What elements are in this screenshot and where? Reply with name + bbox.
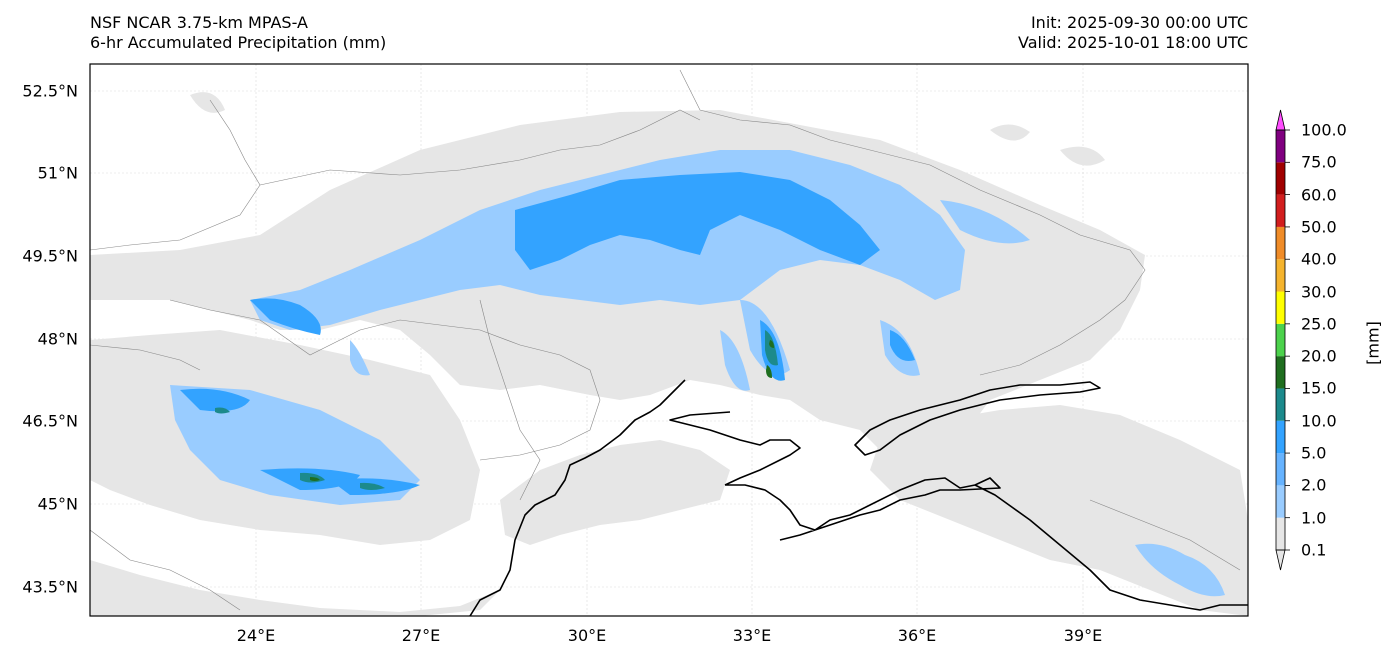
colorbar <box>1275 109 1290 571</box>
border-4 <box>169 299 601 461</box>
colorbar-segment <box>1276 388 1285 421</box>
colorbar-segment <box>1276 130 1285 163</box>
border-8 <box>1089 499 1241 571</box>
border-2 <box>259 109 701 186</box>
colorbar-level-label: 60.0 <box>1301 185 1337 205</box>
colorbar-segment <box>1276 194 1285 227</box>
lat-tick-51: 51°N <box>37 163 78 183</box>
colorbar-segment <box>1276 420 1285 454</box>
lon-tick-30: 30°E <box>567 626 607 645</box>
border-3 <box>679 69 1146 376</box>
precip-15mm-cell-1 <box>766 365 772 378</box>
precip-light-blob-a <box>190 92 225 113</box>
header-right: Init: 2025-09-30 00:00 UTC Valid: 2025-1… <box>1018 13 1248 53</box>
border-1 <box>90 99 261 251</box>
border-5 <box>90 344 201 371</box>
lat-tick-46-5: 46.5°N <box>22 411 78 431</box>
colorbar-level-label: 40.0 <box>1301 249 1337 269</box>
precip-10mm-cell-1 <box>765 330 778 366</box>
precip-light-south <box>90 560 500 616</box>
coastline <box>469 379 1248 616</box>
colorbar-segment <box>1276 259 1285 292</box>
colorbar-segment <box>1276 323 1285 357</box>
init-time: Init: 2025-09-30 00:00 UTC <box>1030 13 1248 32</box>
precip-light-blob-b <box>990 124 1030 141</box>
colorbar-extend-max <box>1275 109 1286 131</box>
lon-tick-27: 27°E <box>401 626 441 645</box>
precip-light-coast <box>500 440 730 545</box>
lat-tick-43-5: 43.5°N <box>22 577 78 597</box>
colorbar-segment <box>1276 517 1285 550</box>
border-7 <box>90 529 241 611</box>
lon-tick-33: 33°E <box>732 626 772 645</box>
colorbar-level-label: 50.0 <box>1301 217 1337 237</box>
country-borders <box>90 69 1241 611</box>
precip-10mm-cell-3 <box>360 482 385 490</box>
coast-crimea <box>669 411 1001 541</box>
lon-tick-24: 24°E <box>236 626 276 645</box>
precip-5mm-core <box>515 172 880 270</box>
precip-1mm-streak-1 <box>720 330 750 391</box>
colorbar-level-label: 15.0 <box>1301 378 1337 398</box>
colorbar-level-label: 5.0 <box>1301 443 1327 463</box>
precip-light-blob-c <box>1060 146 1105 166</box>
precip-10mm-cell-4 <box>215 407 230 414</box>
precip-15mm-cell-2 <box>310 477 320 481</box>
header-left: NSF NCAR 3.75-km MPAS-A 6-hr Accumulated… <box>90 13 386 53</box>
colorbar-level-label: 30.0 <box>1301 282 1337 302</box>
colorbar-segment <box>1276 226 1285 260</box>
lon-tick-39: 39°E <box>1063 626 1103 645</box>
precip-15mm-cell-3 <box>769 340 774 348</box>
colorbar-segment <box>1276 162 1285 195</box>
colorbar-level-label: 20.0 <box>1301 346 1337 366</box>
lon-tick-36: 36°E <box>897 626 937 645</box>
coast-east <box>974 484 1248 611</box>
colorbar-level-label: 75.0 <box>1301 152 1337 172</box>
colorbar-level-label: 10.0 <box>1301 411 1337 431</box>
colorbar-segment <box>1276 291 1285 324</box>
map-layers <box>90 64 1248 616</box>
valid-time: Valid: 2025-10-01 18:00 UTC <box>1017 33 1248 52</box>
lat-tick-52-5: 52.5°N <box>22 81 78 101</box>
colorbar-segment <box>1276 485 1285 518</box>
model-title: NSF NCAR 3.75-km MPAS-A <box>90 13 308 32</box>
colorbar-level-label: 2.0 <box>1301 475 1327 495</box>
colorbar-frame <box>1275 129 1286 551</box>
colorbar-level-label: 25.0 <box>1301 314 1337 334</box>
field-title: 6-hr Accumulated Precipitation (mm) <box>90 33 387 52</box>
border-6 <box>479 299 541 501</box>
colorbar-level-label: 1.0 <box>1301 508 1327 528</box>
colorbar-level-label: 100.0 <box>1301 120 1347 140</box>
colorbar-extend-min <box>1275 549 1286 571</box>
lat-tick-45: 45°N <box>37 494 78 514</box>
map-frame <box>89 63 1249 617</box>
precip-1mm-ne <box>940 200 1030 244</box>
precip-5mm-streak-2 <box>890 330 915 361</box>
lat-tick-48: 48°N <box>37 329 78 349</box>
coast-azov <box>854 381 1101 456</box>
precip-1mm-se <box>1135 543 1225 597</box>
precip-5mm-west-band <box>250 298 321 335</box>
colorbar-level-label: 0.1 <box>1301 540 1327 560</box>
precip-15mm-layer <box>310 340 774 481</box>
colorbar-segment <box>1276 356 1285 389</box>
colorbar-unit: [mm] <box>1363 321 1383 365</box>
lat-tick-49-5: 49.5°N <box>22 246 78 266</box>
coast-black-sea-west <box>469 379 686 616</box>
colorbar-segment <box>1276 453 1285 486</box>
precip-5mm-sw-1 <box>180 388 250 412</box>
precip-1mm-streak-4 <box>350 340 370 376</box>
